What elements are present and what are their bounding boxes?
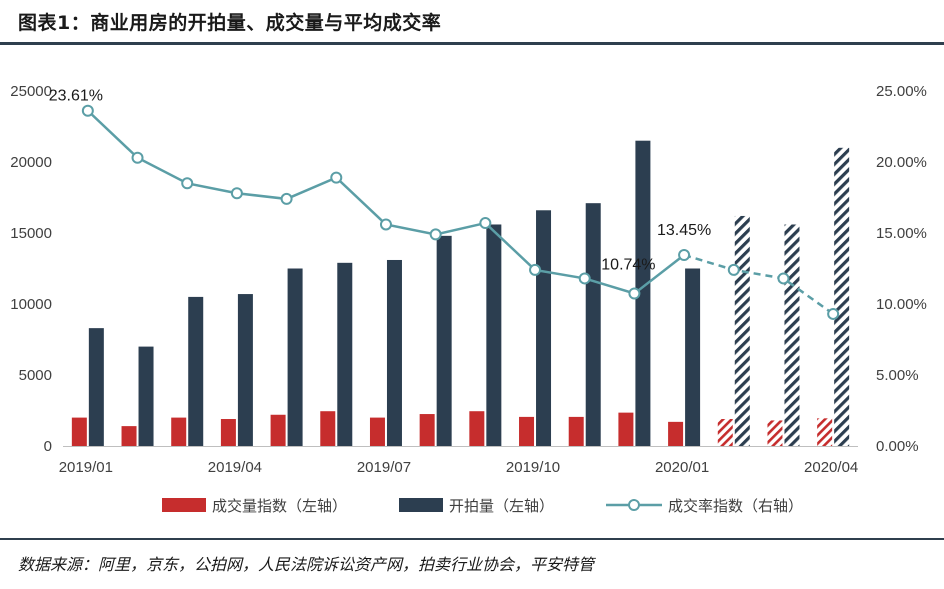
y-left-tick-label: 5000 [19,367,52,384]
data-source-note: 数据来源：阿里，京东，公拍网，人民法院诉讼资产网，拍卖行业协会，平安特管 [18,555,595,574]
x-tick-label: 2019/01 [59,459,113,476]
rate-marker [81,104,94,117]
y-right-tick-label: 10.00% [876,296,927,313]
bar-auction-count [188,296,204,446]
bar-volume-index [320,411,336,446]
legend-label-auction-count: 开拍量（左轴） [449,497,554,515]
bottom-rule [0,538,944,540]
y-right-tick-label: 5.00% [876,367,919,384]
line-layer [81,104,840,320]
bar-volume-index [270,414,286,446]
rate-marker [330,171,343,184]
rate-marker [230,187,243,200]
bar-auction-count [337,262,353,446]
bar-auction-count [734,215,750,446]
axes-layer: 0 5000 10000 15000 20000 25000 0.00% 5.00% 10.00… [10,83,927,476]
bar-auction-count [685,268,701,446]
bar-auction-count [536,210,552,446]
bar-auction-count [635,140,651,446]
y-left-tick-label: 0 [44,438,52,455]
bar-volume-index [419,414,435,446]
rate-marker [529,263,542,276]
bar-auction-count [287,268,303,446]
legend-swatch-rate-marker [628,499,640,511]
legend-label-rate-index: 成交率指数（右轴） [668,497,803,515]
rate-marker [379,218,392,231]
x-tick-label: 2019/10 [506,459,560,476]
bar-auction-count [834,147,850,447]
bar-auction-count [784,224,800,446]
rate-marker [727,263,740,276]
legend-swatch-volume-index [162,498,206,512]
rate-marker [429,228,442,241]
legend-label-volume-index: 成交量指数（左轴） [212,497,347,515]
rate-marker [578,272,591,285]
labels-layer: 23.61% 10.74%13.45% [49,88,712,274]
bar-auction-count [237,294,253,446]
bar-volume-index [121,426,137,446]
y-left-tick-label: 15000 [10,225,52,242]
x-tick-label: 2019/04 [208,459,262,476]
rate-marker [777,272,790,285]
x-tick-label: 2020/04 [804,459,858,476]
bar-auction-count [386,259,402,446]
top-rule [0,42,944,45]
bar-volume-index [568,416,584,446]
bar-auction-count [585,203,601,446]
rate-data-label: 13.45% [657,222,711,239]
y-right-tick-label: 25.00% [876,83,927,100]
bar-volume-index [817,418,833,446]
bar-volume-index [519,416,535,446]
y-right-tick-label: 20.00% [876,154,927,171]
chart-title: 图表1：商业用房的开拍量、成交量与平均成交率 [18,12,442,34]
y-right-tick-label: 15.00% [876,225,927,242]
bar-volume-index [668,421,684,446]
bar-volume-index [369,417,385,446]
bar-volume-index [220,419,236,446]
rate-marker [181,177,194,190]
rate-marker [131,151,144,164]
rate-data-label: 10.74% [601,256,655,273]
bar-auction-count [436,235,452,446]
y-left-tick-label: 25000 [10,83,52,100]
bars-layer [71,140,850,447]
bar-volume-index [171,417,187,446]
x-tick-label: 2020/01 [655,459,709,476]
rate-marker [827,307,840,320]
rate-marker [479,217,492,230]
bar-volume-index [717,419,733,446]
y-left-tick-label: 10000 [10,296,52,313]
y-right-tick-label: 0.00% [876,438,919,455]
rate-marker [280,192,293,205]
rate-marker [678,249,691,262]
combo-chart: 0 5000 10000 15000 20000 25000 0.00% 5.00% 10.00… [10,83,927,515]
bar-auction-count [138,346,154,446]
bar-volume-index [469,411,485,446]
x-tick-label: 2019/07 [357,459,411,476]
rate-data-label: 23.61% [49,88,103,105]
rate-line-forecast [683,253,834,315]
y-left-tick-label: 20000 [10,154,52,171]
bar-auction-count [486,224,502,446]
legend-swatch-auction-count [399,498,443,512]
bar-auction-count [88,328,104,446]
bar-volume-index [71,417,87,446]
bar-volume-index [618,412,634,446]
legend: 成交量指数（左轴） 开拍量（左轴） 成交率指数（右轴） [162,497,803,515]
bar-volume-index [767,420,783,446]
rate-marker [628,287,641,300]
